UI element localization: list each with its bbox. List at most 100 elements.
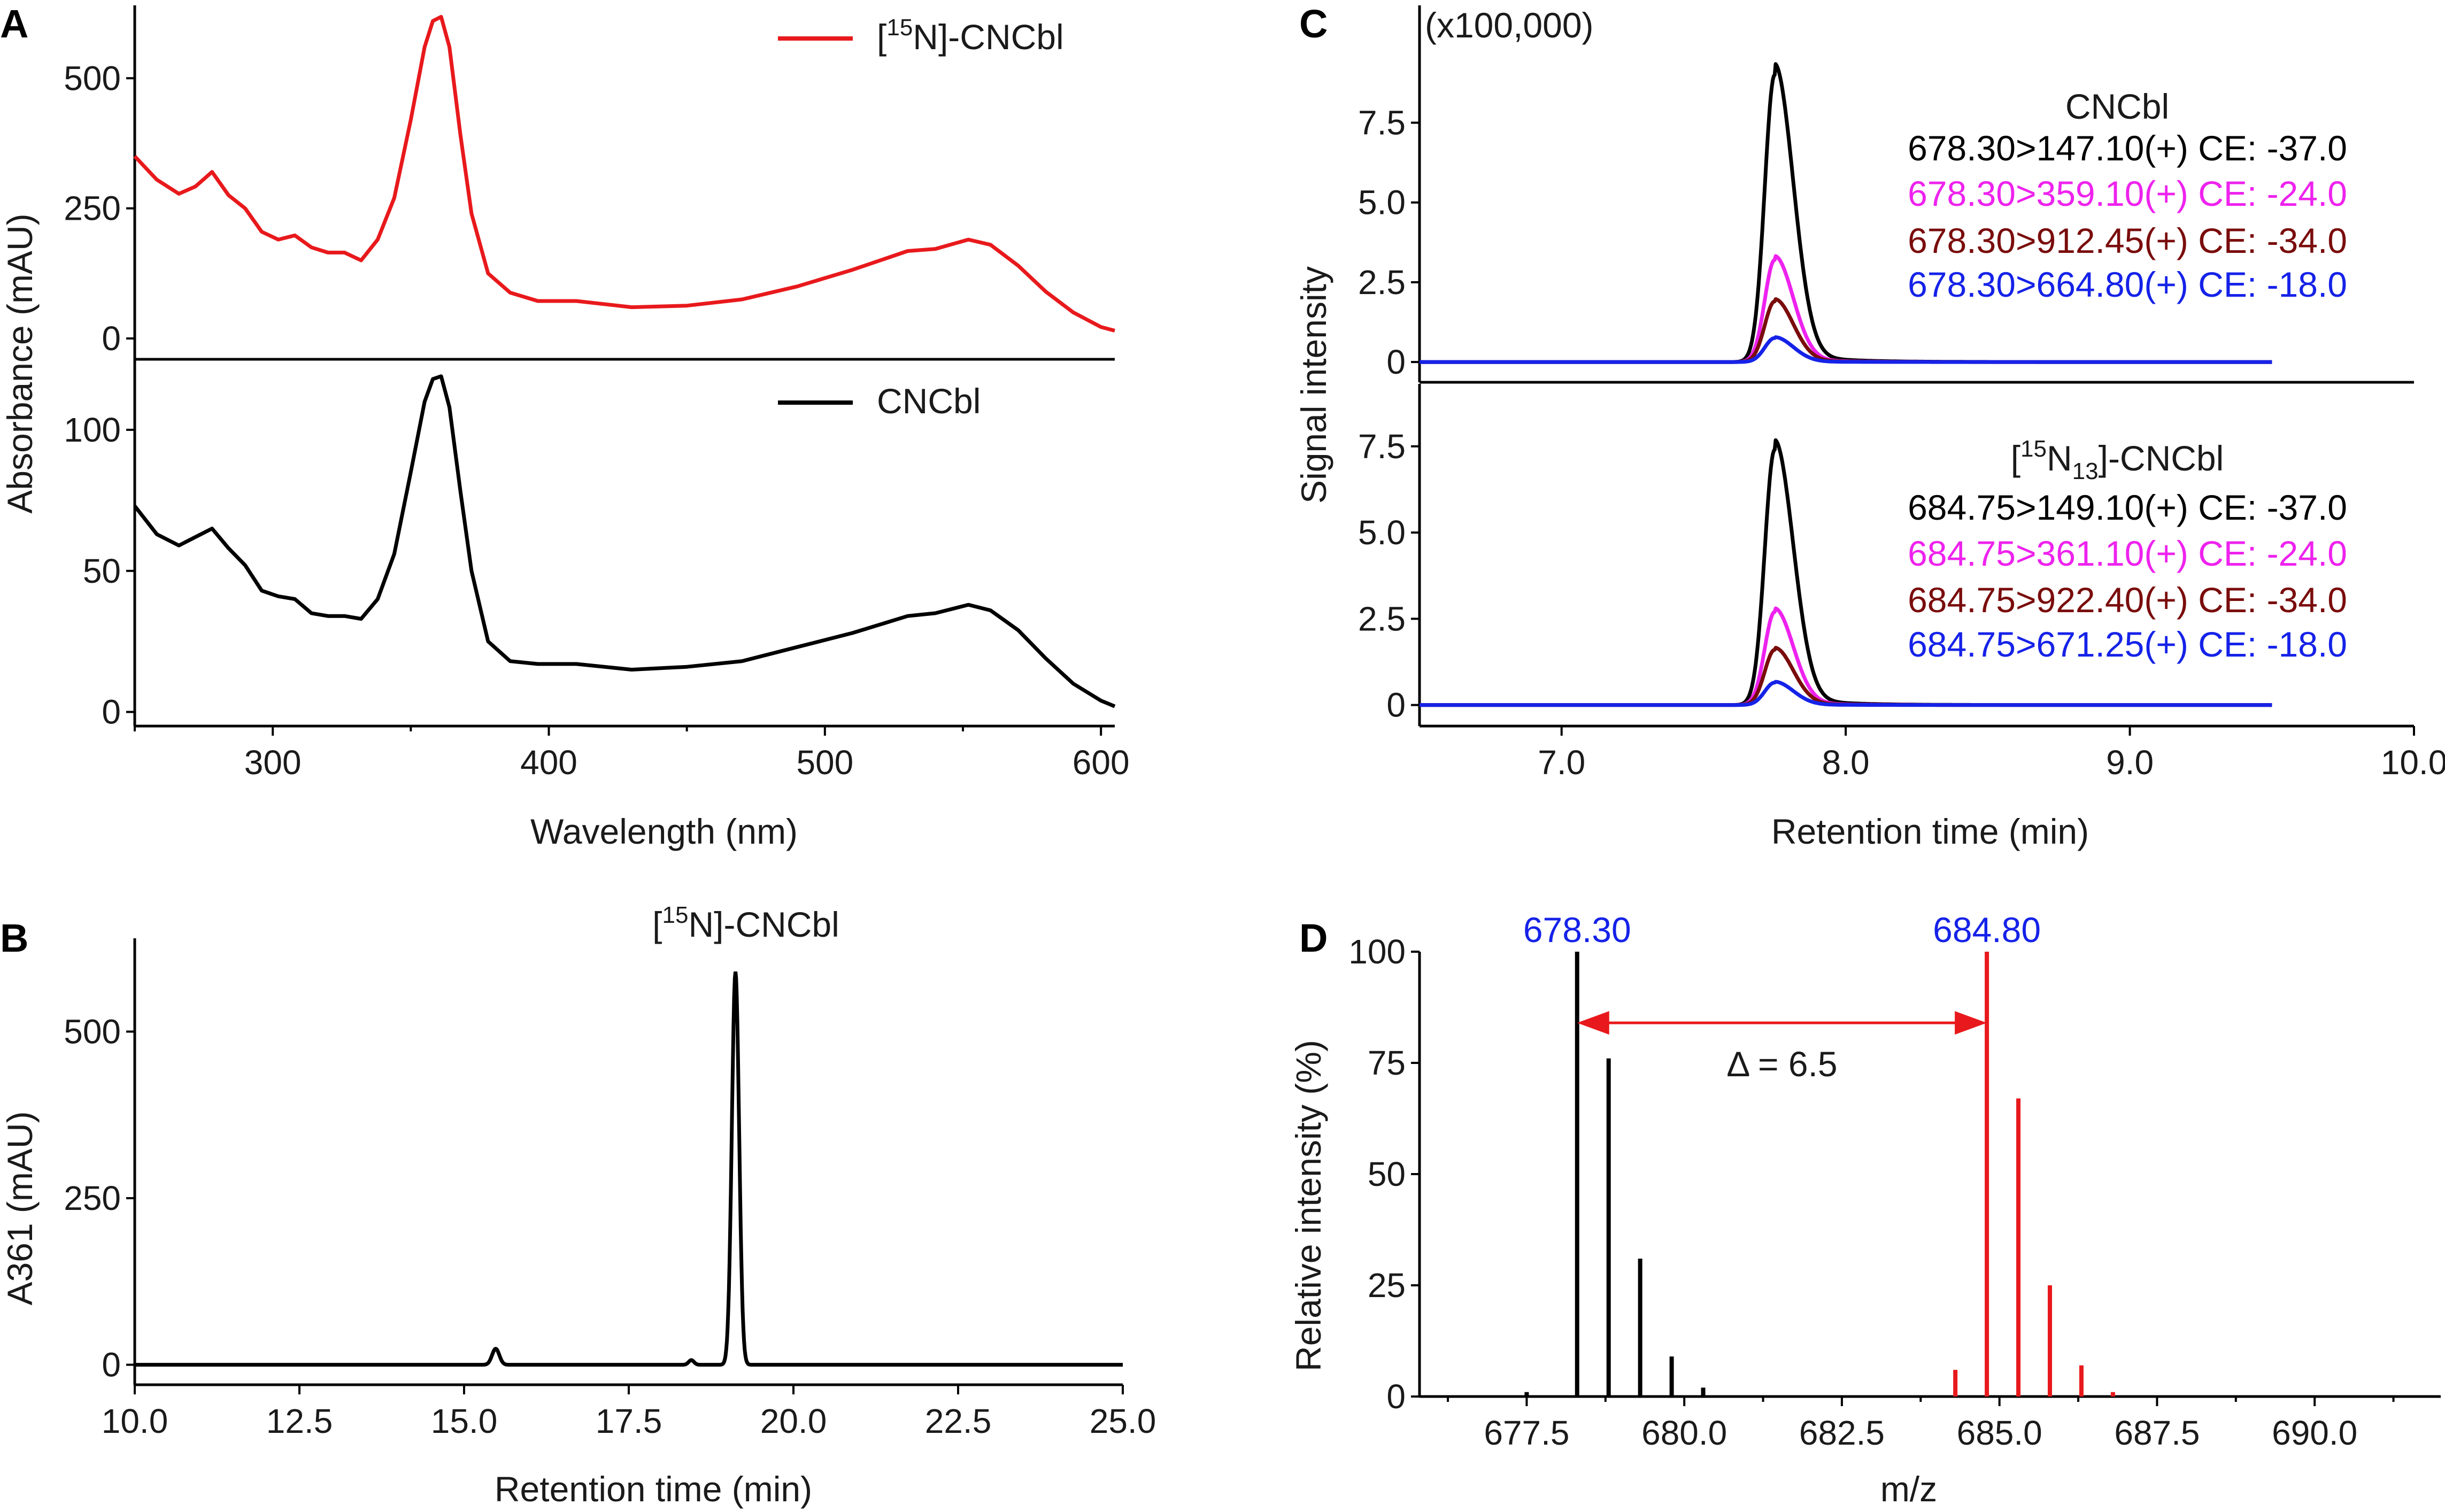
panel-label-c: C: [1299, 2, 1328, 46]
panel-c-xlabel: Retention time (min): [1771, 812, 2089, 851]
x-tick-label: 400: [520, 743, 577, 782]
legend-label-text-post: N]-CNCbl: [913, 17, 1063, 57]
panel-label-d: D: [1299, 916, 1328, 960]
panel-d-plot: 0 25 50 75 100 677.5 680.0 682.5 685.0 687.5 690.0…: [1348, 910, 2441, 1452]
legend-label: [15N]-CNCbl: [877, 14, 1064, 57]
transition-label: 678.30>359.10(+) CE: -24.0: [1908, 174, 2347, 213]
x-tick-label: 685.0: [1957, 1414, 2042, 1452]
legend-label-text-post: CNCbl: [877, 381, 981, 421]
panel-a-ylabel: Absorbance (mAU): [0, 213, 40, 513]
delta-arrowhead-right: [1955, 1011, 1987, 1035]
y-tick-label: 500: [64, 59, 121, 97]
y-tick-label: 250: [64, 1179, 121, 1217]
legend-label-text: [: [877, 17, 886, 57]
panel-c-scale-note: (x100,000): [1425, 5, 1594, 45]
transition-label: 678.30>912.45(+) CE: -34.0: [1908, 221, 2347, 260]
y-tick-label: 7.5: [1358, 104, 1406, 142]
x-tick-label: 687.5: [2114, 1414, 2200, 1452]
y-tick-label: 500: [64, 1012, 121, 1051]
y-tick-label: 0: [1386, 686, 1406, 724]
panel-a: A 0 250 500 [15N]-CNCbl 0 50 100 300 400 500 600 C…: [0, 2, 1130, 851]
trace-line-3: [1418, 297, 2273, 364]
y-tick-label: 100: [64, 411, 121, 449]
x-tick-label: 690.0: [2272, 1414, 2357, 1452]
panel-a-xlabel: Wavelength (nm): [530, 812, 798, 851]
panel-label-b: B: [0, 916, 28, 960]
peak-label-text: [: [652, 905, 662, 944]
legend-label: CNCbl: [877, 381, 981, 421]
x-tick-label: 12.5: [266, 1402, 333, 1440]
y-tick-label: 2.5: [1358, 599, 1406, 638]
subplot-title: [15N13]-CNCbl: [2011, 436, 2224, 484]
transition-label: 678.30>147.10(+) CE: -37.0: [1908, 128, 2347, 168]
transition-label: 684.75>361.10(+) CE: -24.0: [1908, 534, 2347, 573]
panel-c-bottom-plot: 0 2.5 5.0 7.5 7.0 8.0 9.0 10.0 684.75>149.10(+) …: [1358, 384, 2445, 782]
panel-b-ylabel: A361 (mAU): [0, 1111, 40, 1305]
legend-label-superscript: 15: [886, 14, 913, 41]
x-tick-label: 500: [796, 743, 853, 782]
peak-label-text-post: N]-CNCbl: [688, 905, 839, 944]
x-tick-label: 22.5: [925, 1402, 992, 1440]
panel-d: D 0 25 50 75 100 677.5 680.0 682.5 685.0 687.5 690…: [1289, 910, 2441, 1509]
peak-mz-label: 684.80: [1933, 910, 2041, 950]
transition-label: 684.75>922.40(+) CE: -34.0: [1908, 580, 2347, 620]
panel-label-a: A: [0, 2, 28, 46]
x-tick-label: 677.5: [1484, 1414, 1569, 1452]
y-tick-label: 250: [64, 189, 121, 228]
series-line-n15-cncbl: [133, 14, 1115, 333]
panel-d-xlabel: m/z: [1880, 1469, 1937, 1509]
panel-b-plot: 0 250 500 10.0 12.5 15.0 17.5 20.0 22.5 25.0 [15N]…: [64, 902, 1156, 1440]
y-tick-label: 0: [1386, 1377, 1406, 1416]
panel-b: B 0 250 500 10.0 12.5 15.0 17.5 20.0 22.5 25.0 [15…: [0, 902, 1156, 1509]
peak-label: [15N]-CNCbl: [652, 902, 839, 944]
peak-mz-label: 678.30: [1523, 910, 1631, 950]
y-tick-label: 50: [1368, 1155, 1406, 1193]
y-tick-label: 0: [102, 319, 121, 358]
delta-label: Δ = 6.5: [1726, 1044, 1837, 1084]
panel-c-top-plot: 0 2.5 5.0 7.5 678.30>147.10(+) CE: -37.0 678.…: [1358, 5, 2414, 384]
delta-arrowhead-left: [1577, 1011, 1609, 1035]
y-tick-label: 0: [1386, 343, 1406, 381]
y-tick-label: 75: [1368, 1044, 1406, 1082]
trace-line-4: [1418, 680, 2273, 707]
subplot-title-text-mid: N: [2047, 438, 2072, 478]
x-tick-label: 10.0: [102, 1402, 168, 1440]
panel-d-ylabel: Relative intensity (%): [1289, 1040, 1328, 1371]
subplot-title: CNCbl: [2065, 87, 2169, 126]
series-line-cncbl: [133, 374, 1116, 708]
x-tick-label: 20.0: [760, 1402, 827, 1440]
x-tick-label: 680.0: [1641, 1414, 1727, 1452]
panel-c-ylabel: Signal intensity: [1294, 266, 1333, 504]
y-tick-label: 50: [83, 552, 121, 590]
chromatogram-line: [135, 971, 1123, 1367]
x-tick-label: 10.0: [2381, 743, 2445, 782]
x-tick-label: 17.5: [596, 1402, 662, 1440]
y-tick-label: 5.0: [1358, 183, 1406, 222]
x-tick-label: 9.0: [2106, 743, 2154, 782]
x-tick-label: 15.0: [431, 1402, 498, 1440]
panel-a-top-plot: 0 250 500 [15N]-CNCbl: [64, 5, 1115, 361]
y-tick-label: 2.5: [1358, 263, 1406, 302]
subplot-title-text: CNCbl: [2065, 87, 2169, 126]
y-tick-label: 7.5: [1358, 427, 1406, 466]
transition-label: 678.30>664.80(+) CE: -18.0: [1908, 265, 2347, 304]
subplot-title-superscript: 15: [2020, 436, 2047, 462]
panel-a-bottom-plot: 0 50 100 300 400 500 600 CNCbl: [64, 359, 1130, 782]
y-tick-label: 0: [102, 1346, 121, 1384]
transition-label: 684.75>671.25(+) CE: -18.0: [1908, 624, 2347, 664]
subplot-title-text: [: [2011, 438, 2020, 478]
subplot-title-subscript: 13: [2072, 458, 2099, 484]
y-tick-label: 0: [102, 693, 121, 731]
peak-label-superscript: 15: [662, 902, 689, 928]
y-tick-label: 5.0: [1358, 513, 1406, 552]
panel-c: C (x100,000) 0 2.5 5.0 7.5 678.30>147.10(+) …: [1294, 2, 2445, 851]
x-tick-label: 7.0: [1538, 743, 1585, 782]
x-tick-label: 25.0: [1090, 1402, 1156, 1440]
x-tick-label: 300: [244, 743, 302, 782]
y-tick-label: 100: [1348, 932, 1406, 971]
panel-b-xlabel: Retention time (min): [495, 1469, 812, 1509]
y-tick-label: 25: [1368, 1266, 1406, 1305]
x-tick-label: 682.5: [1799, 1414, 1885, 1452]
subplot-title-text-post: ]-CNCbl: [2099, 438, 2224, 478]
